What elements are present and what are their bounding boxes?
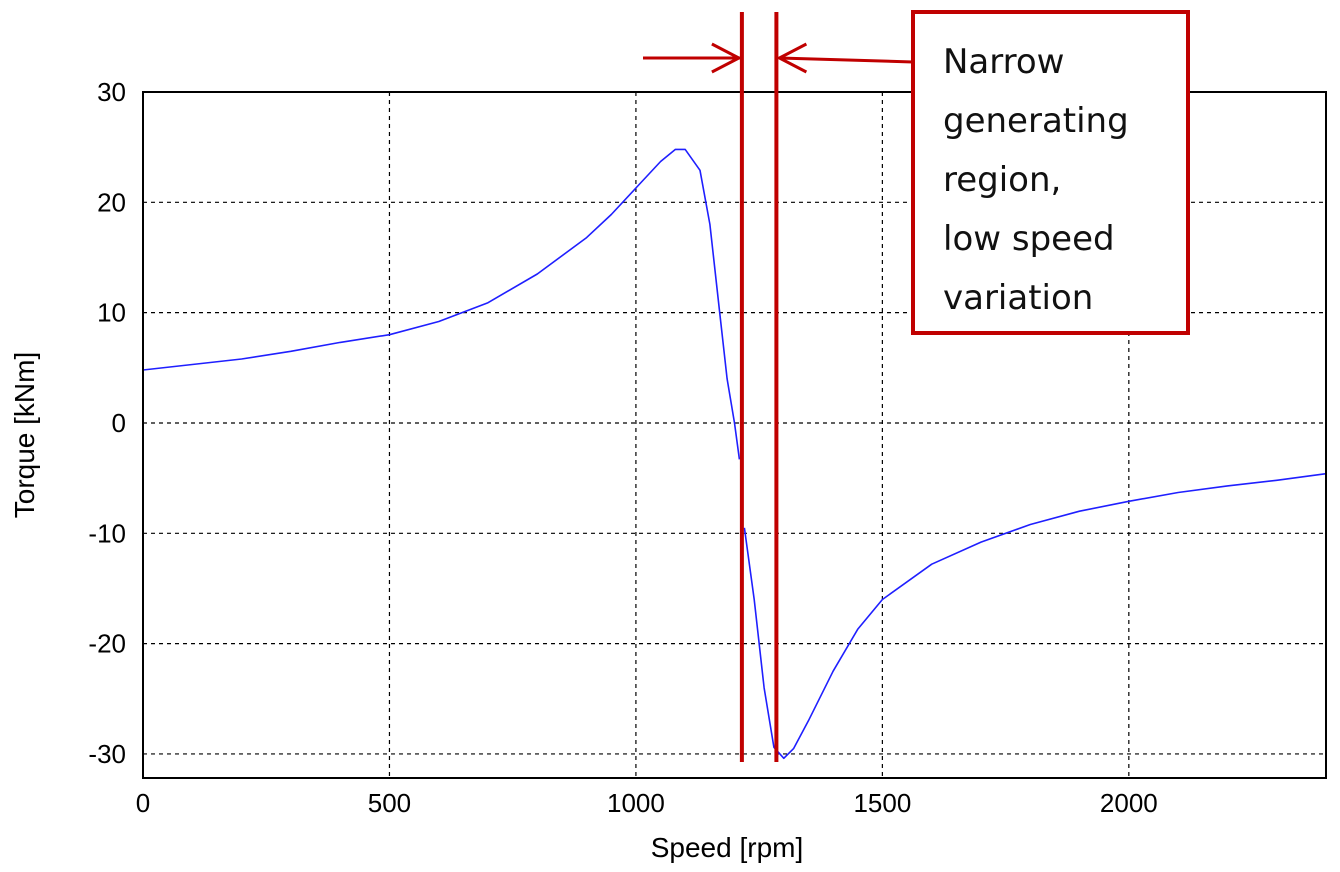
x-tick-label: 0 (136, 788, 150, 818)
y-tick-label: -10 (88, 518, 126, 548)
annotation-line: Narrow (943, 42, 1065, 82)
y-tick-labels: 30 20 10 0 -10 -20 -30 (88, 77, 126, 769)
series-line (142, 148, 1327, 760)
x-tick-label: 500 (368, 788, 411, 818)
plot-frame (142, 91, 1327, 779)
y-tick-label: 30 (97, 77, 126, 107)
annotation-line: region, (943, 160, 1061, 200)
y-tick-label: 0 (112, 408, 126, 438)
x-tick-label: 1000 (607, 788, 665, 818)
arrow-right-pointing-icon (643, 42, 743, 74)
y-tick-label: 20 (97, 187, 126, 217)
series-layer (142, 148, 1327, 760)
annotation: Narrow generating region, low speed variatio… (643, 10, 1190, 762)
annotation-box (911, 10, 1190, 335)
y-tick-label: -20 (88, 629, 126, 659)
y-axis-label: Torque [kNm] (9, 352, 40, 519)
annotation-line: variation (943, 278, 1093, 318)
x-axis-label: Speed [rpm] (651, 832, 804, 863)
annotation-line: generating (943, 101, 1129, 141)
arrow-left-pointing-icon (776, 42, 914, 74)
y-tick-label: -30 (88, 739, 126, 769)
x-tick-labels: 0 500 1000 1500 2000 (136, 788, 1158, 818)
annotation-text: Narrow generating region, low speed variatio… (943, 42, 1129, 318)
annotation-line: low speed (943, 219, 1115, 259)
y-tick-label: 10 (97, 298, 126, 328)
x-tick-label: 2000 (1100, 788, 1158, 818)
x-tick-label: 1500 (853, 788, 911, 818)
